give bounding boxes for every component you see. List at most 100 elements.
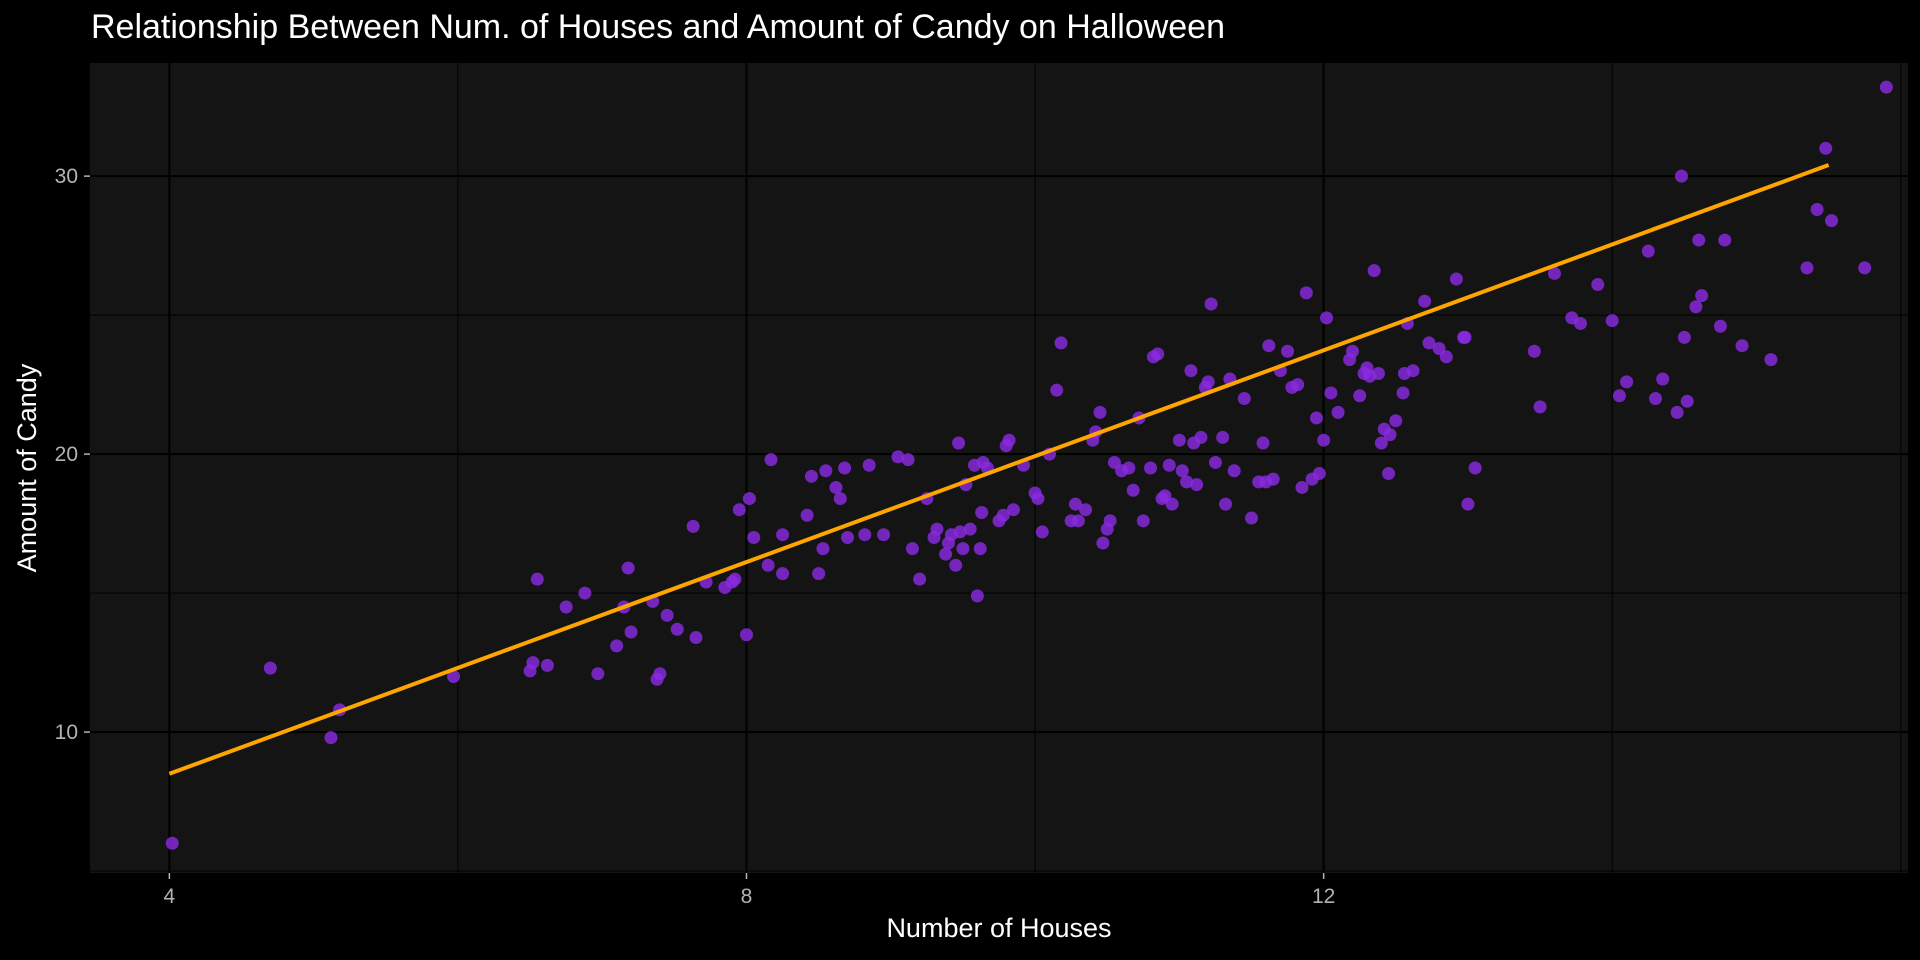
data-point [660,608,674,622]
data-point [689,631,703,645]
data-point [1548,266,1561,280]
data-point [1031,492,1045,506]
data-point [1457,330,1471,344]
data-point [1237,392,1251,406]
data-point [1649,392,1662,406]
data-point [742,492,756,506]
data-point [1204,297,1218,311]
data-point [1151,347,1165,361]
x-axis-title: Number of Houses [886,913,1111,943]
data-point [1677,330,1691,344]
data-point [1180,475,1194,489]
y-tick-label: 30 [55,165,78,188]
data-point [1256,436,1270,450]
data-point [1527,344,1541,358]
data-point [1144,461,1157,475]
data-point [1291,378,1305,392]
data-point [1299,286,1313,300]
x-tick-label: 8 [741,885,753,908]
data-point [1367,264,1381,278]
data-point [1439,350,1453,364]
data-point [1172,433,1186,447]
data-point [930,522,944,536]
data-point [841,530,854,544]
data-point [591,667,605,681]
data-point [1468,461,1482,475]
data-point [1201,375,1215,389]
data-point [776,567,790,581]
data-point [1382,467,1396,481]
data-point [1184,364,1198,378]
data-point [963,522,977,536]
data-point [1800,261,1814,275]
data-point [1262,339,1276,353]
data-point [952,436,966,450]
data-point [1103,514,1117,528]
data-point [1591,278,1605,292]
data-point [1227,464,1241,478]
data-point [1096,536,1110,550]
data-point [1461,497,1475,511]
y-axis-title: Amount of Candy [12,363,42,572]
data-point [610,639,624,653]
data-point [653,667,667,681]
data-point [891,450,905,464]
x-tick-label: 12 [1312,885,1335,908]
data-point [862,458,876,472]
data-point [1219,497,1233,511]
data-point [165,836,179,850]
data-point [1006,503,1020,517]
data-point [747,530,761,544]
data-point [1312,467,1326,481]
data-point [1295,480,1309,494]
data-point [1449,272,1463,286]
data-point [1612,389,1626,403]
data-point [670,622,684,636]
data-point [956,542,970,556]
data-point [776,528,790,542]
data-point [1422,336,1436,350]
data-point [530,572,544,586]
data-point [901,453,915,467]
data-point [1819,141,1833,155]
data-point [1383,428,1397,442]
data-point [1825,214,1839,228]
data-point [877,528,891,542]
data-point [838,461,852,475]
data-point [1194,430,1208,444]
data-point [1002,433,1016,447]
data-point [812,567,826,581]
data-point [1324,386,1338,400]
data-point [1122,461,1136,475]
data-point [1162,458,1176,472]
data-point [1764,353,1778,367]
data-point [1331,405,1345,419]
axes: 4 8 12 10 20 30 [55,165,1336,908]
data-point [1713,319,1727,333]
data-point [1371,366,1385,380]
data-point [1054,336,1068,350]
data-point [447,669,461,683]
data-point [1810,202,1824,216]
data-point [324,731,338,745]
data-point [1309,411,1323,425]
data-point [1346,344,1359,358]
data-point [1175,464,1189,478]
data-point [761,558,775,572]
data-point [1353,389,1367,403]
data-point [833,492,847,506]
x-tick-label: 4 [164,885,176,908]
data-point [764,453,778,467]
data-point [540,658,554,672]
data-point [975,505,989,519]
data-point [732,503,746,517]
data-point [1068,497,1082,511]
data-point [740,628,753,642]
data-point [973,542,987,556]
data-point [804,469,818,483]
data-point [800,508,814,522]
minor-gridlines [90,63,1908,873]
data-point [1858,261,1872,275]
trend-line [168,163,1830,776]
